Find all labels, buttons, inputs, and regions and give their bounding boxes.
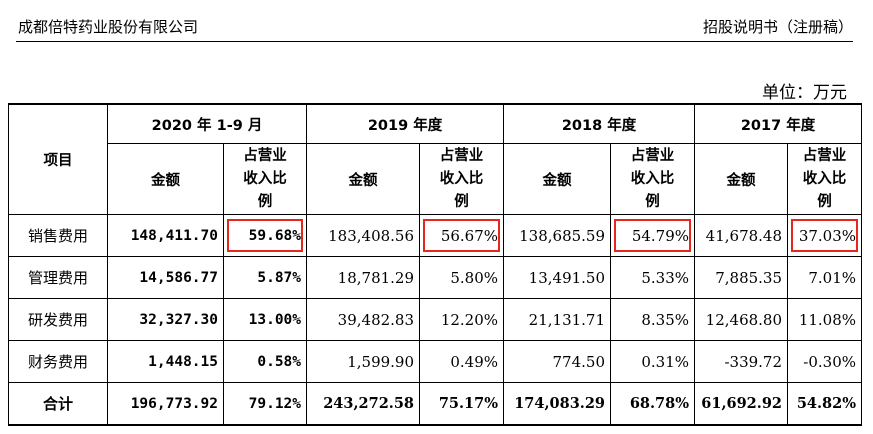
amount-cell: 148,411.70 <box>107 214 224 257</box>
period-header: 2019 年度 <box>306 103 505 144</box>
amount-cell: 1,599.90 <box>306 340 421 383</box>
amount-cell: 1,448.15 <box>107 340 224 383</box>
row-label: 销售费用 <box>8 214 108 257</box>
table-row: 财务费用 1,448.15 0.58% 1,599.90 0.49% 774.50 0.31… <box>8 340 863 383</box>
ratio-cell: 8.35% <box>610 298 696 341</box>
ratio-header: 占营业 收入比例 <box>222 143 308 215</box>
header-divider <box>16 41 853 42</box>
amount-cell: 7,885.35 <box>694 256 789 299</box>
amount-cell: 61,692.92 <box>694 382 789 426</box>
ratio-cell: 13.00% <box>222 298 308 341</box>
amount-cell: 14,586.77 <box>107 256 224 299</box>
ratio-cell: 54.82% <box>787 382 863 426</box>
row-label: 管理费用 <box>8 256 108 299</box>
table-row: 管理费用 14,586.77 5.87% 18,781.29 5.80% 13,491.5… <box>8 256 863 299</box>
ratio-cell: 0.49% <box>419 340 505 383</box>
period-header: 2018 年度 <box>503 103 696 144</box>
item-header: 项目 <box>8 103 108 215</box>
amount-cell: 196,773.92 <box>107 382 224 426</box>
ratio-cell: 56.67% <box>419 214 505 257</box>
period-header: 2017 年度 <box>694 103 863 144</box>
ratio-cell: 7.01% <box>787 256 863 299</box>
amount-cell: 18,781.29 <box>306 256 421 299</box>
amount-cell: 174,083.29 <box>503 382 612 426</box>
company-name: 成都倍特药业股份有限公司 <box>18 18 199 36</box>
ratio-cell: 5.33% <box>610 256 696 299</box>
row-label: 财务费用 <box>8 340 108 383</box>
ratio-header: 占营业 收入比例 <box>419 143 505 215</box>
ratio-cell: 79.12% <box>222 382 308 426</box>
ratio-header: 占营业 收入比例 <box>787 143 863 215</box>
amount-cell: 39,482.83 <box>306 298 421 341</box>
ratio-cell: 68.78% <box>610 382 696 426</box>
ratio-cell: 0.31% <box>610 340 696 383</box>
amount-cell: -339.72 <box>694 340 789 383</box>
ratio-cell: 5.87% <box>222 256 308 299</box>
row-label: 研发费用 <box>8 298 108 341</box>
amount-cell: 138,685.59 <box>503 214 612 257</box>
ratio-cell: 11.08% <box>787 298 863 341</box>
amount-header: 金额 <box>694 143 789 215</box>
amount-header: 金额 <box>306 143 421 215</box>
amount-header: 金额 <box>503 143 612 215</box>
amount-cell: 774.50 <box>503 340 612 383</box>
unit-label: 单位：万元 <box>762 83 847 103</box>
document-title: 招股说明书（注册稿） <box>702 18 853 36</box>
expense-table: 项目 2020 年 1-9 月 2019 年度 2018 年度 2017 年度 … <box>8 103 863 426</box>
ratio-cell: -0.30% <box>787 340 863 383</box>
ratio-cell: 59.68% <box>222 214 308 257</box>
amount-header: 金额 <box>107 143 224 215</box>
table-row: 研发费用 32,327.30 13.00% 39,482.83 12.20% 21,131… <box>8 298 863 341</box>
amount-cell: 13,491.50 <box>503 256 612 299</box>
amount-cell: 32,327.30 <box>107 298 224 341</box>
table-row: 销售费用 148,411.70 59.68% 183,408.56 56.67% 138,… <box>8 214 863 257</box>
ratio-header: 占营业 收入比例 <box>610 143 696 215</box>
period-header: 2020 年 1-9 月 <box>106 103 308 144</box>
ratio-cell: 0.58% <box>222 340 308 383</box>
ratio-cell: 12.20% <box>419 298 505 341</box>
amount-cell: 41,678.48 <box>694 214 789 257</box>
total-row: 合计 196,773.92 79.12% 243,272.58 75.17% 174,08… <box>8 382 863 426</box>
amount-cell: 21,131.71 <box>503 298 612 341</box>
ratio-cell: 37.03% <box>787 214 863 257</box>
ratio-cell: 54.79% <box>610 214 696 257</box>
row-label: 合计 <box>8 382 108 426</box>
amount-cell: 243,272.58 <box>306 382 421 426</box>
ratio-cell: 5.80% <box>419 256 505 299</box>
amount-cell: 12,468.80 <box>694 298 789 341</box>
amount-cell: 183,408.56 <box>306 214 421 257</box>
ratio-cell: 75.17% <box>419 382 505 426</box>
